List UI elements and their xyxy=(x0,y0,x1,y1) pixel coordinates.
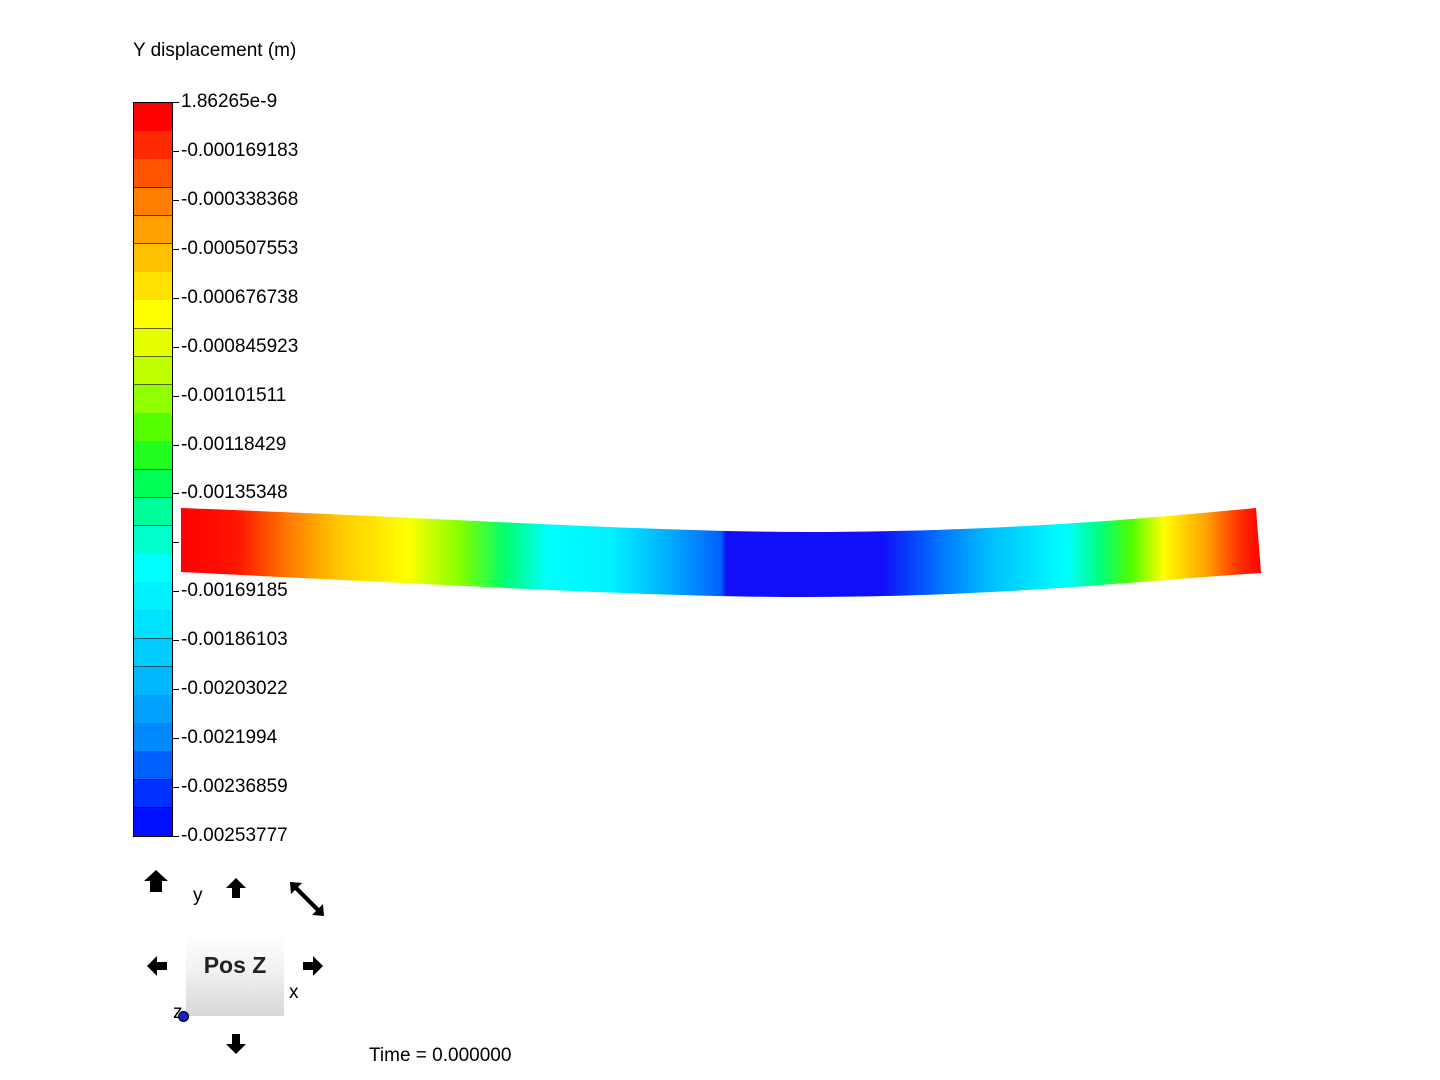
axis-y-label: y xyxy=(193,885,203,906)
home-icon[interactable] xyxy=(141,868,171,894)
colorbar-band xyxy=(134,779,172,809)
colorbar-tick-mark xyxy=(173,346,179,348)
colorbar-tick-label: -0.00186103 xyxy=(181,629,288,651)
axis-z-label: z xyxy=(173,1002,183,1023)
colorbar-band xyxy=(134,807,172,837)
colorbar-tick-label: -0.000845923 xyxy=(181,335,299,357)
colorbar-band xyxy=(134,638,172,668)
colorbar-tick-mark xyxy=(173,689,179,691)
colorbar-band xyxy=(134,384,172,414)
colorbar-band xyxy=(134,131,172,160)
z-axis-dot xyxy=(178,1011,189,1022)
colorbar-band xyxy=(134,554,172,583)
colorbar-tick-label: -0.000507553 xyxy=(181,237,299,259)
colorbar-tick-mark xyxy=(173,787,179,789)
colorbar-tick-mark xyxy=(173,738,179,740)
colorbar-tick-label: -0.00203022 xyxy=(181,678,288,700)
colorbar-tick-mark xyxy=(173,297,179,299)
colorbar-tick-label: -0.00101511 xyxy=(181,384,287,406)
colorbar-tick-label: 1.86265e-9 xyxy=(181,91,278,112)
colorbar-tick-label: -0.000676738 xyxy=(181,286,299,308)
colorbar-tick-mark xyxy=(173,542,179,544)
colorbar-band xyxy=(134,187,172,217)
axis-x-label: x xyxy=(289,982,299,1003)
colorbar-tick-mark xyxy=(173,199,179,201)
colorbar-tick-label: -0.00118429 xyxy=(181,433,287,455)
colorbar-band xyxy=(134,723,172,752)
colorbar-band xyxy=(134,666,172,696)
colorbar-band xyxy=(134,272,172,301)
colorbar-tick-label: -0.00253777 xyxy=(181,825,288,846)
colorbar-tick-mark xyxy=(173,591,179,593)
deformed-beam xyxy=(181,508,1261,597)
colorbar-tick-label: -0.00169185 xyxy=(181,580,288,602)
colorbar-band xyxy=(134,356,172,386)
orientation-cube[interactable]: Pos Z xyxy=(186,934,284,1016)
rotate-up-icon[interactable] xyxy=(224,877,248,899)
colorbar-band xyxy=(134,582,172,611)
rotate-left-icon[interactable] xyxy=(146,954,168,978)
colorbar-tick-mark xyxy=(173,102,179,103)
colorbar-tick-label: -0.00236859 xyxy=(181,776,288,798)
colorbar-tick-mark xyxy=(173,836,179,837)
rotate-right-icon[interactable] xyxy=(302,954,324,978)
colorbar-tick-label: -0.00135348 xyxy=(181,482,288,504)
colorbar-tick-mark xyxy=(173,493,179,495)
colorbar-tick-mark xyxy=(173,640,179,642)
colorbar-band xyxy=(134,695,172,724)
rotate-down-icon[interactable] xyxy=(224,1033,248,1055)
colorbar-tick-label: -0.0021994 xyxy=(181,727,278,749)
colorbar-tick-label: -0.000338368 xyxy=(181,188,299,210)
colorbar-tick-mark xyxy=(173,444,179,446)
colorbar-band xyxy=(134,497,172,527)
colorbar-tick-mark xyxy=(173,150,179,152)
colorbar-tick-label: -0.000169183 xyxy=(181,139,299,161)
time-label: Time = 0.000000 xyxy=(369,1045,512,1066)
colorbar xyxy=(133,102,173,837)
colorbar-tick-mark xyxy=(173,395,179,397)
legend-title: Y displacement (m) xyxy=(133,40,297,61)
colorbar-tick-mark xyxy=(173,248,179,250)
orientation-cube-label: Pos Z xyxy=(203,952,267,978)
expand-icon[interactable] xyxy=(288,880,326,918)
colorbar-band xyxy=(134,441,172,470)
